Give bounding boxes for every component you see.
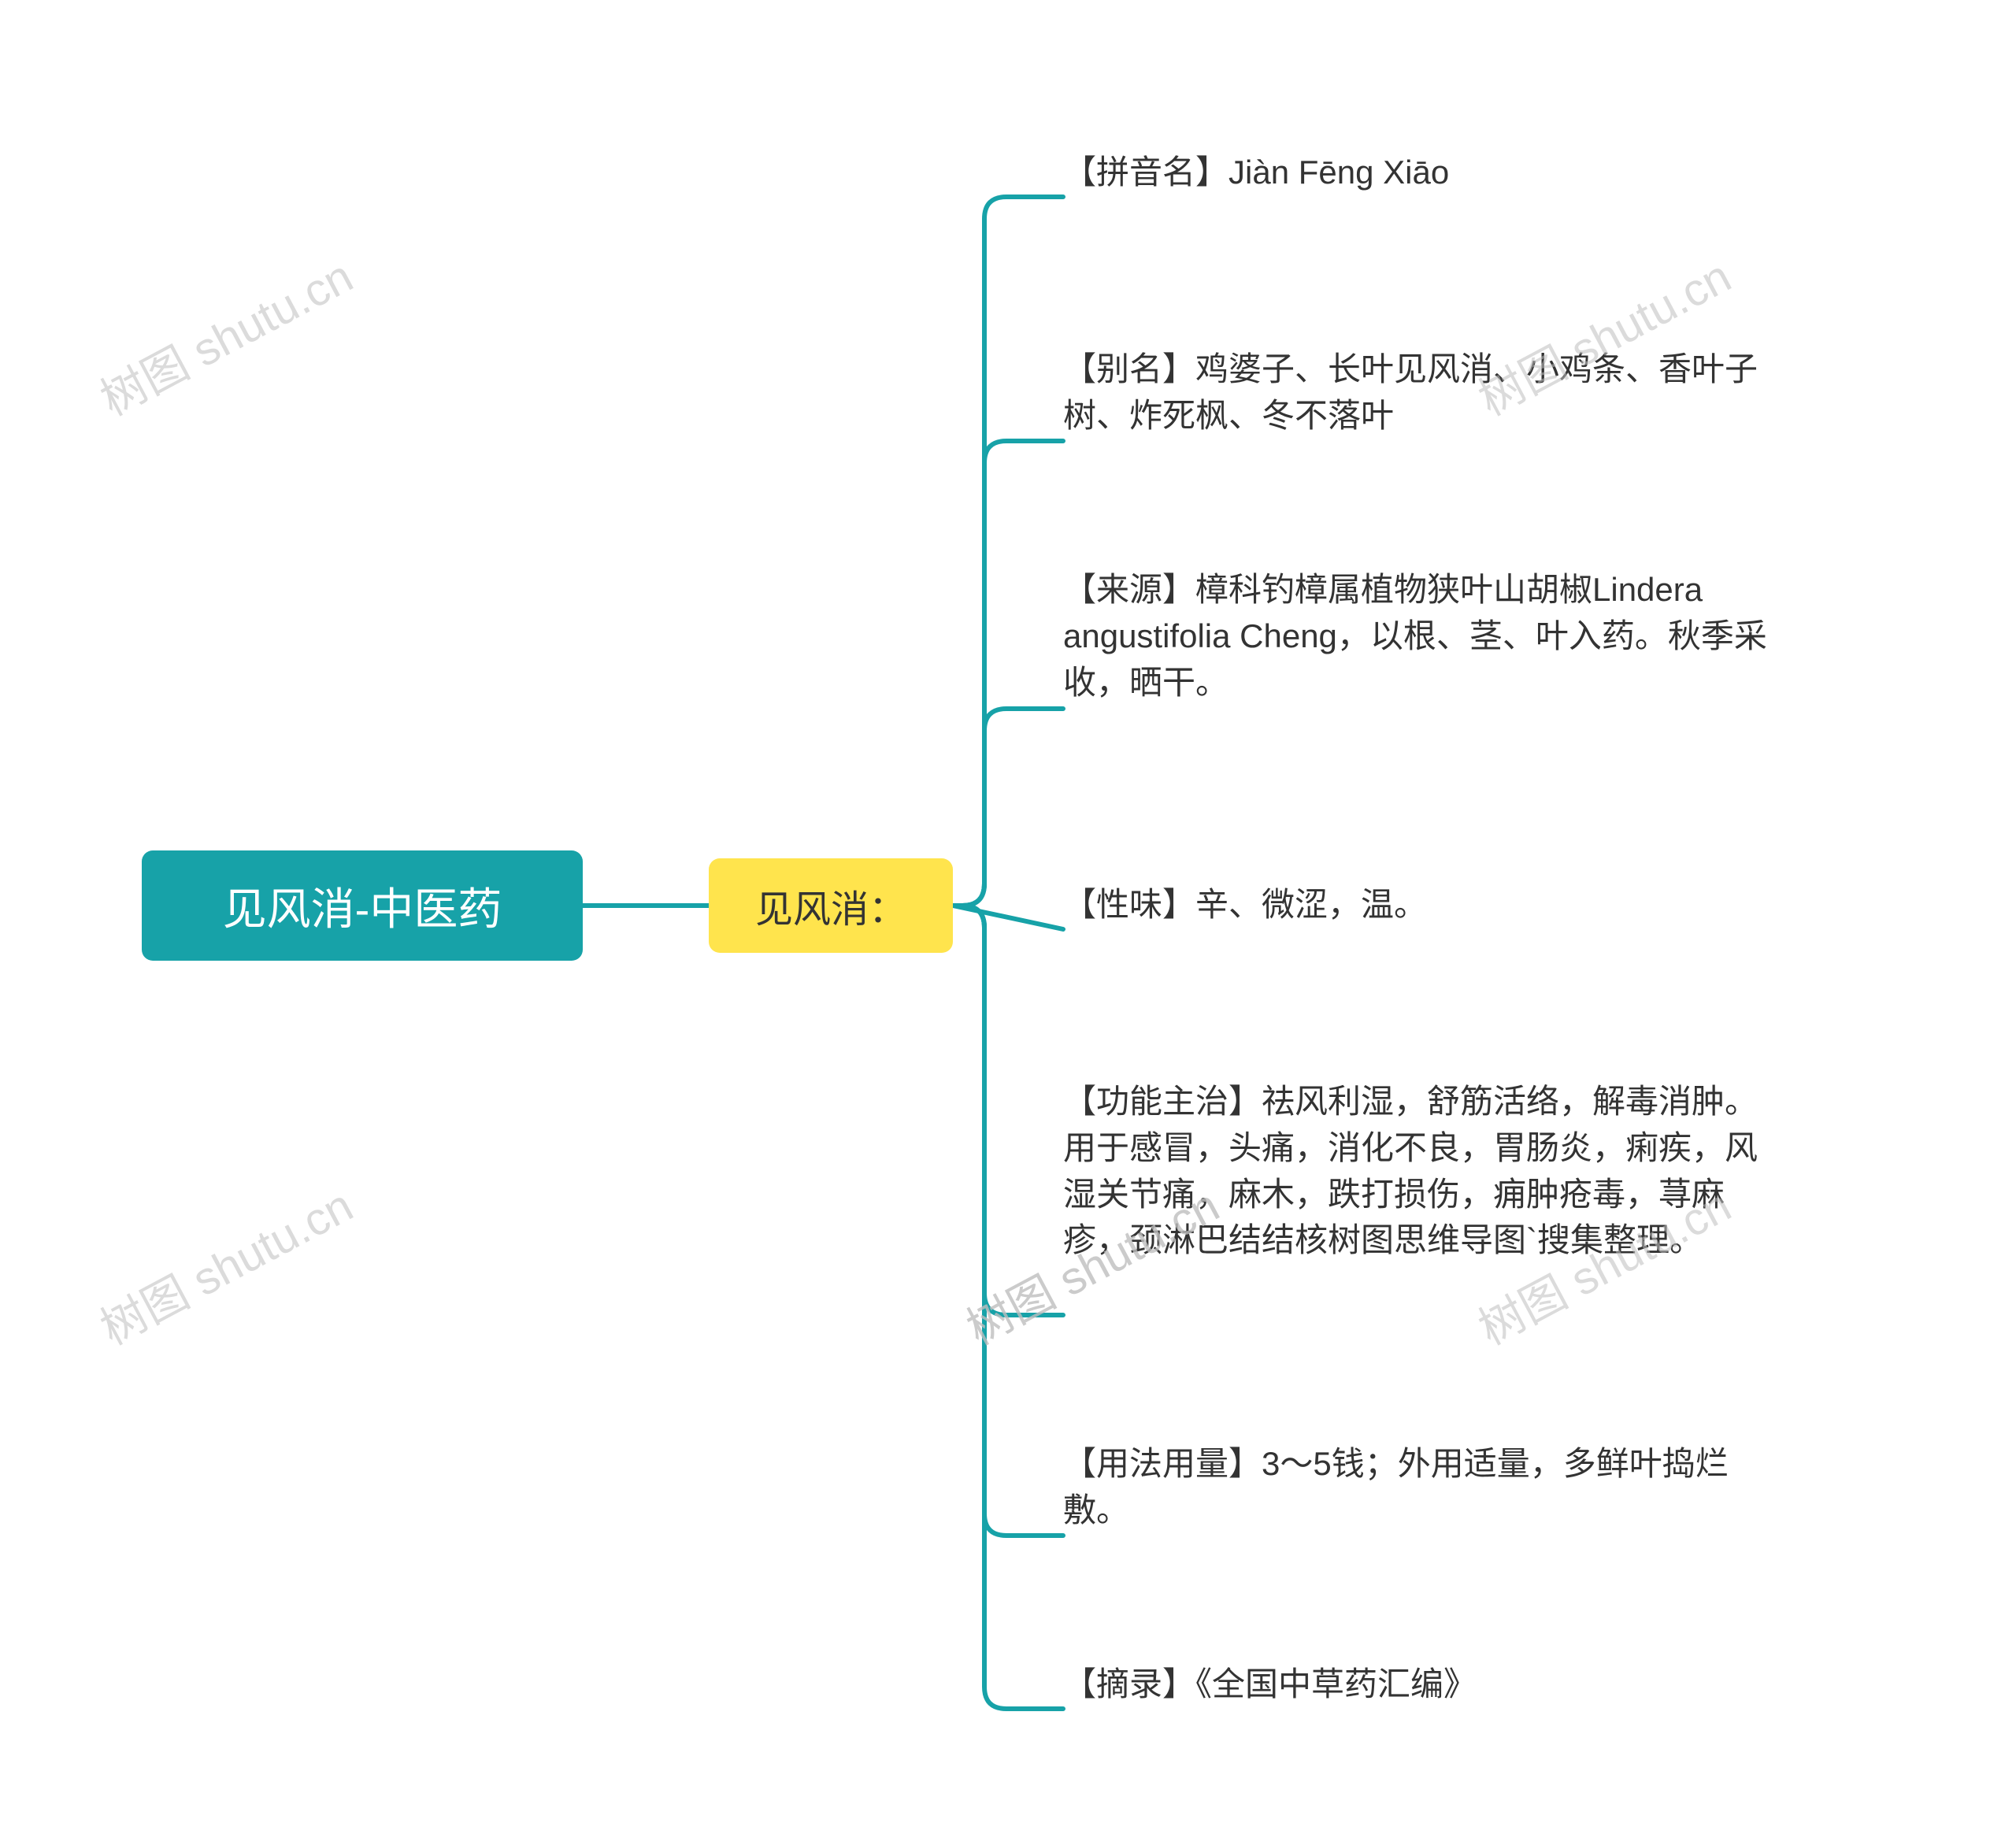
leaf-alias-label: 【别名】鸡婆子、长叶见风消、小鸡条、香叶子树、炸死枫、冬不落叶 — [1063, 346, 1788, 439]
leaf-taste-label: 【性味】辛、微涩，温。 — [1063, 882, 1788, 928]
leaf-dosage: 【用法用量】3～5钱；外用适量，多鲜叶捣烂敷。 — [1063, 1441, 1788, 1536]
leaf-pinyin-label: 【拼音名】Jiàn Fēnɡ Xiāo — [1063, 150, 1788, 196]
leaf-excerpt: 【摘录】《全国中草药汇编》 — [1063, 1662, 1788, 1709]
leaf-excerpt-label: 【摘录】《全国中草药汇编》 — [1063, 1662, 1788, 1708]
leaf-function-label: 【功能主治】祛风利湿，舒筋活络，解毒消肿。用于感冒，头痛，消化不良，胃肠炎，痢疾… — [1063, 1079, 1788, 1264]
leaf-dosage-label: 【用法用量】3～5钱；外用适量，多鲜叶捣烂敷。 — [1063, 1441, 1788, 1534]
mid-label: 见风消： — [755, 878, 906, 933]
leaf-taste: 【性味】辛、微涩，温。 — [1063, 882, 1788, 929]
root-node: 见风消-中医药 — [142, 850, 583, 961]
mid-node: 见风消： — [709, 858, 953, 953]
leaf-alias: 【别名】鸡婆子、长叶见风消、小鸡条、香叶子树、炸死枫、冬不落叶 — [1063, 346, 1788, 441]
root-label: 见风消-中医药 — [223, 874, 502, 938]
leaf-source: 【来源】樟科钓樟属植物狭叶山胡椒Lindera angustifolia Che… — [1063, 567, 1788, 709]
leaf-pinyin: 【拼音名】Jiàn Fēnɡ Xiāo — [1063, 150, 1788, 197]
leaf-function: 【功能主治】祛风利湿，舒筋活络，解毒消肿。用于感冒，头痛，消化不良，胃肠炎，痢疾… — [1063, 1079, 1788, 1315]
watermark: 树图 shutu.cn — [87, 1169, 363, 1358]
watermark: 树图 shutu.cn — [87, 240, 363, 428]
leaf-source-label: 【来源】樟科钓樟属植物狭叶山胡椒Lindera angustifolia Che… — [1063, 567, 1788, 706]
